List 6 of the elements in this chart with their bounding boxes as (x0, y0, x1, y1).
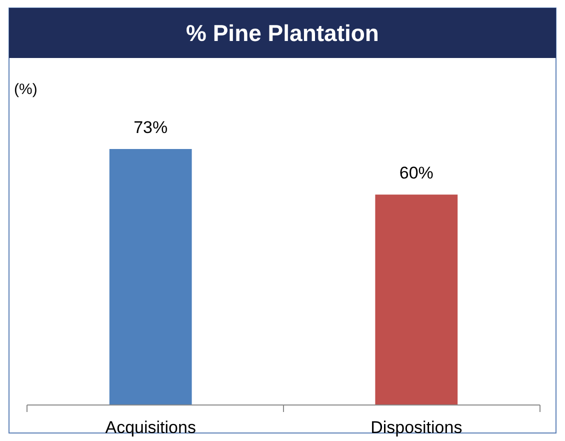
x-tick-label: Acquisitions (105, 418, 196, 437)
data-label: 73% (134, 118, 168, 137)
x-tick-label: Dispositions (370, 418, 462, 437)
y-axis-title: (%) (14, 81, 38, 98)
data-label: 60% (399, 164, 434, 183)
chart-title: % Pine Plantation (186, 20, 379, 46)
